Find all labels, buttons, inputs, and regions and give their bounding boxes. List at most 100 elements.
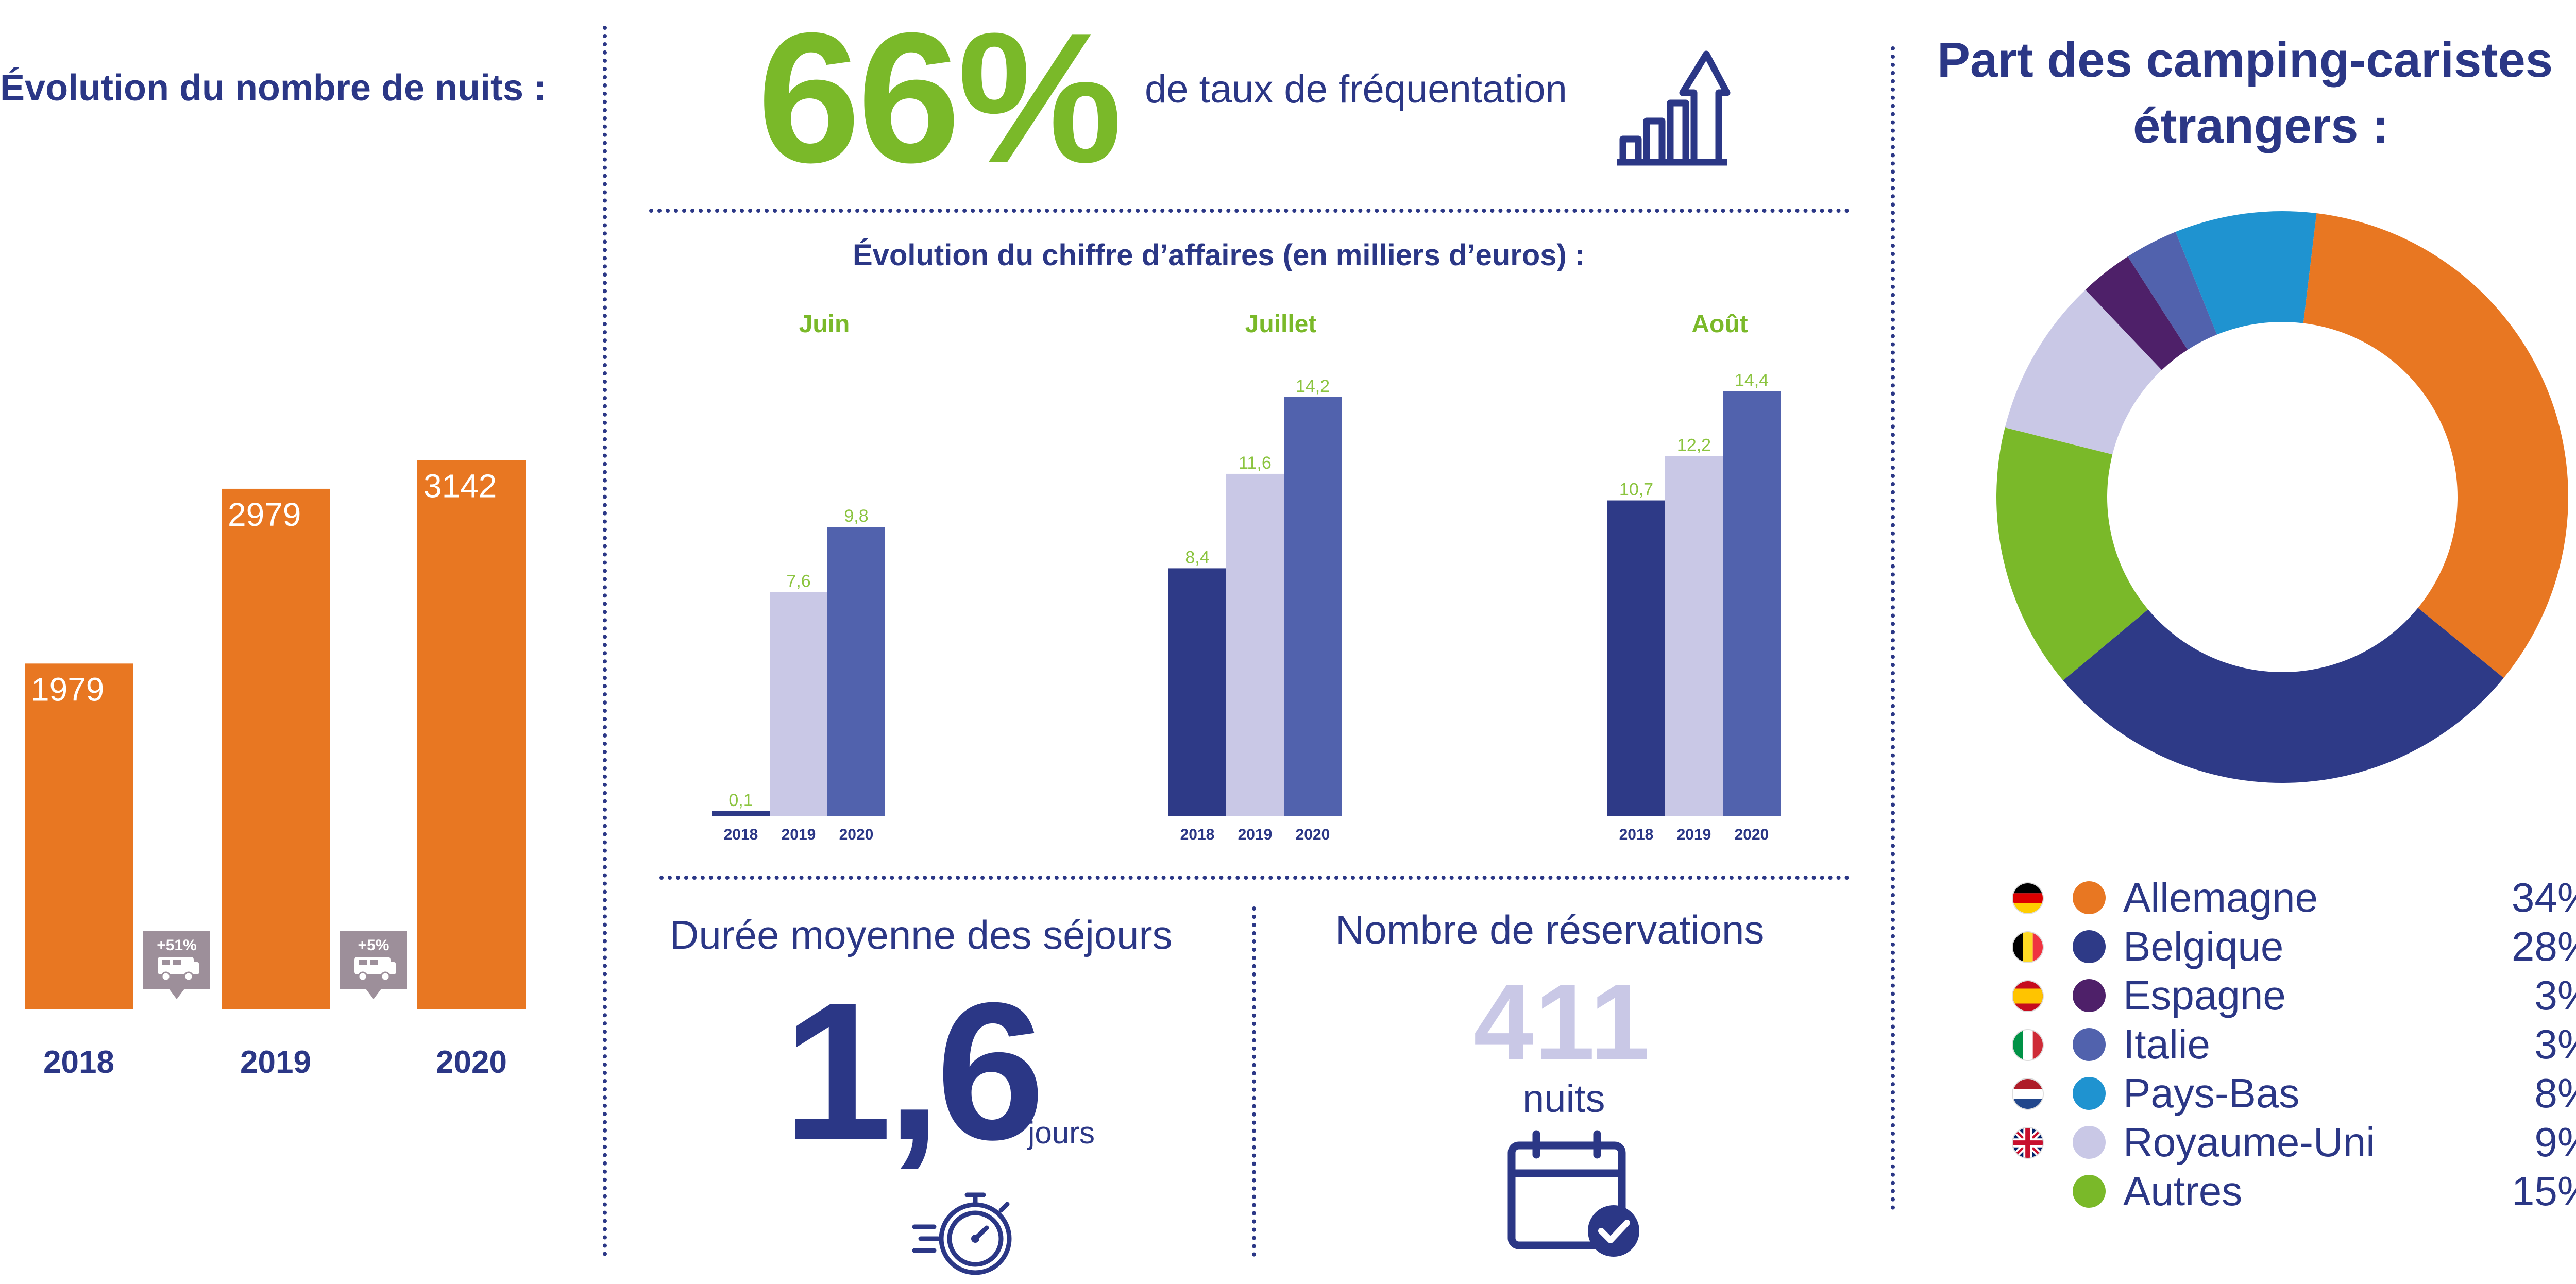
legend-percent: 9% (2534, 1119, 2576, 1165)
revenue-bar-Août-2018 (1607, 500, 1665, 816)
stay-value: 1,6 (783, 962, 1045, 1180)
foreign-donut-chart (1996, 211, 2568, 783)
nights-bar-label: 2979 (228, 496, 301, 533)
legend-label: Italie (2123, 1021, 2210, 1067)
legend-label: Belgique (2123, 923, 2284, 969)
revenue-chart: Juin 0,1 2018 7,6 2019 9,8 2020 Juillet 8,4 2018 1… (712, 311, 1781, 843)
stopwatch-icon (912, 1192, 1012, 1275)
flag-es-icon (2012, 980, 2044, 1012)
donut-slice-belgique (2063, 608, 2504, 783)
separator-top-middle (649, 209, 1850, 213)
growth-badge: +5% (340, 931, 407, 999)
revenue-year-label: 2019 (1677, 826, 1711, 843)
bookings-unit: nuits (1522, 1077, 1605, 1121)
revenue-value-label: 7,6 (786, 571, 810, 591)
revenue-group-label: Juin (799, 311, 850, 338)
legend-percent: 34% (2511, 875, 2576, 920)
flag-it-icon (2012, 1029, 2044, 1061)
camper-van-icon (158, 957, 199, 982)
occupancy-value: 66% (757, 0, 1123, 201)
donut-slice-autres (1996, 427, 2148, 681)
revenue-year-label: 2019 (782, 826, 816, 843)
donut-slice-allemagne (2303, 213, 2568, 678)
nights-category-label: 2018 (43, 1045, 114, 1080)
separator-bottom-middle (659, 876, 1850, 880)
legend-color-dot (2073, 1126, 2106, 1159)
revenue-value-label: 9,8 (844, 506, 868, 526)
calendar-check-icon (1507, 1130, 1639, 1257)
foreign-title-line2: étrangers : (2133, 98, 2389, 153)
revenue-bar-Juin-2018 (712, 811, 770, 816)
revenue-group-label: Août (1691, 311, 1748, 338)
revenue-bar-Août-2019 (1665, 456, 1723, 816)
legend-item: Royaume-Uni 9% (2012, 1118, 2576, 1167)
revenue-year-label: 2018 (1619, 826, 1654, 843)
donut-slice-italie (2127, 232, 2217, 350)
legend-label: Pays-Bas (2123, 1070, 2300, 1116)
revenue-value-label: 14,2 (1296, 376, 1330, 396)
revenue-year-label: 2020 (1296, 826, 1330, 843)
separator-left (603, 26, 607, 1257)
nights-chart: 1979 2018 2979 2019 3142 2020 +51% +5% (25, 460, 526, 1080)
flag-de-icon (2012, 882, 2044, 914)
legend-item: Pays-Bas 8% (2012, 1069, 2576, 1118)
legend-percent: 3% (2534, 1021, 2576, 1067)
growth-badge-label: +51% (157, 937, 197, 954)
revenue-year-label: 2019 (1238, 826, 1273, 843)
nights-bar-label: 3142 (423, 468, 497, 505)
flag-gb-icon (2012, 1127, 2044, 1159)
nights-bar-label: 1979 (31, 671, 104, 708)
legend-percent: 28% (2511, 923, 2576, 969)
nights-category-label: 2020 (436, 1045, 507, 1080)
revenue-bar-Juillet-2018 (1168, 568, 1226, 816)
legend-label: Royaume-Uni (2123, 1119, 2376, 1165)
legend-label: Allemagne (2123, 875, 2318, 920)
legend-item: Autres 15% (2012, 1167, 2576, 1216)
revenue-year-label: 2020 (1735, 826, 1769, 843)
separator-bottom-inner (1252, 906, 1256, 1257)
stay-unit: jours (1028, 1116, 1095, 1150)
revenue-bar-Juillet-2019 (1226, 473, 1284, 816)
legend-color-dot (2073, 979, 2106, 1012)
flag-nl-icon (2012, 1078, 2044, 1110)
growth-badge-label: +5% (358, 937, 389, 954)
revenue-bar-Juin-2020 (827, 527, 885, 816)
foreign-legend: Allemagne 34% Belgique 28% Espagne 3% Italie 3%… (2012, 873, 2576, 1223)
nights-bar-2019 (222, 488, 330, 1009)
revenue-year-label: 2018 (1180, 826, 1215, 843)
legend-percent: 15% (2511, 1168, 2576, 1214)
nights-title: Évolution du nombre de nuits : (0, 67, 546, 109)
legend-color-dot (2073, 1077, 2106, 1110)
nights-bar-2018 (25, 663, 133, 1009)
revenue-value-label: 8,4 (1185, 547, 1209, 567)
legend-label: Espagne (2123, 972, 2286, 1018)
bookings-title: Nombre de réservations (1335, 907, 1765, 952)
growth-chart-icon (1617, 50, 1731, 166)
bookings-value: 411 (1473, 962, 1651, 1083)
legend-percent: 3% (2534, 972, 2576, 1018)
legend-item: Allemagne 34% (2012, 873, 2576, 922)
revenue-value-label: 11,6 (1239, 453, 1272, 473)
legend-item: Italie 3% (2012, 1020, 2576, 1069)
legend-percent: 8% (2534, 1070, 2576, 1116)
donut-slice-pays-bas (2175, 211, 2317, 335)
legend-item: Belgique 28% (2012, 922, 2576, 971)
nights-bar-2020 (417, 460, 526, 1009)
legend-item: Espagne 3% (2012, 971, 2576, 1020)
foreign-title-line1: Part des camping-caristes (1937, 32, 2553, 88)
revenue-value-label: 0,1 (728, 791, 753, 810)
revenue-value-label: 12,2 (1677, 436, 1711, 455)
camper-van-icon (354, 957, 396, 982)
revenue-value-label: 14,4 (1735, 370, 1769, 390)
revenue-value-label: 10,7 (1619, 480, 1653, 500)
growth-badge: +51% (143, 931, 210, 999)
flag-be-icon (2012, 931, 2044, 963)
separator-right (1891, 46, 1895, 1210)
revenue-year-label: 2018 (724, 826, 758, 843)
revenue-bar-Juin-2019 (770, 592, 827, 816)
revenue-bar-Août-2020 (1723, 391, 1781, 816)
revenue-year-label: 2020 (839, 826, 874, 843)
revenue-bar-Juillet-2020 (1284, 397, 1342, 816)
legend-color-dot (2073, 1028, 2106, 1061)
legend-label: Autres (2123, 1168, 2243, 1214)
